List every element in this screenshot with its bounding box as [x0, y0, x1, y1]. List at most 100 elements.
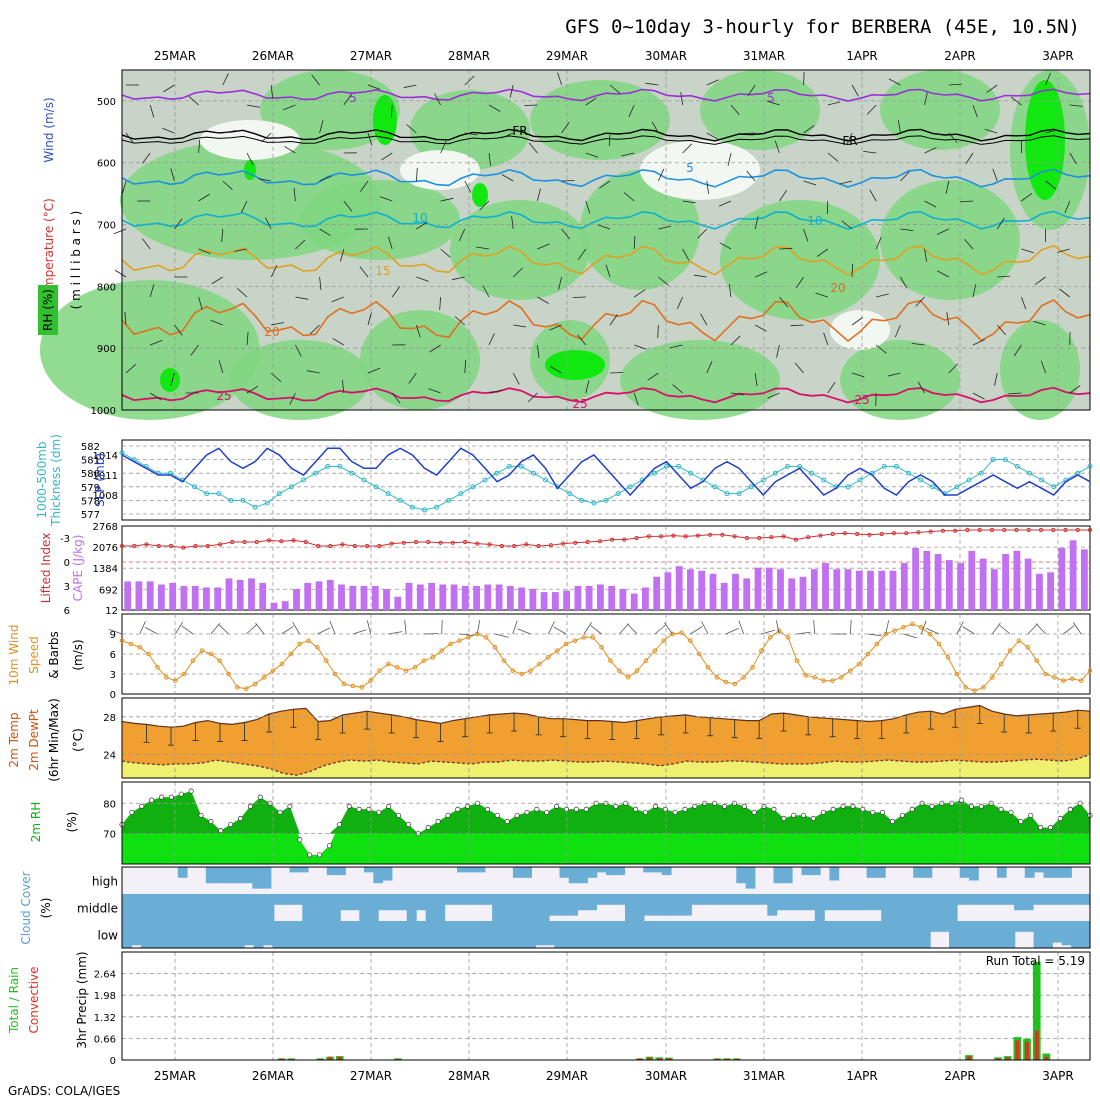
chart-title: GFS 0~10day 3-hourly for BERBERA (45E, 1…: [565, 16, 1080, 38]
cloud-low-cell: [375, 921, 386, 948]
cloud-high-cell: [661, 867, 672, 876]
wind-barb-10m: [281, 625, 294, 635]
wind-barb: [727, 152, 732, 166]
wind-speed-point: [901, 625, 906, 630]
cloud-label2: (%): [39, 898, 53, 919]
wind-barb: [319, 228, 331, 237]
cloud-mid-cell: [615, 894, 626, 905]
wind-barb: [113, 228, 127, 235]
cloud-high-cell: [969, 867, 979, 881]
rh-point: [840, 803, 846, 809]
wind-barb: [381, 152, 393, 161]
temp-labels: 2m Temp 2m DewPt (6hr Min/Max) (°C): [7, 698, 85, 782]
rh-moist-area: [260, 70, 400, 150]
cloud-mid-cell: [359, 894, 370, 921]
wind-speed-point: [732, 681, 738, 687]
cloud-level-label: high: [92, 875, 118, 889]
rh-point: [781, 815, 787, 821]
wind-barb-10m: [885, 620, 890, 635]
cloud-mid-cell: [805, 894, 816, 911]
li-label: Lifted Index: [39, 533, 53, 604]
wind-barb: [651, 121, 659, 134]
wind-barb: [149, 284, 155, 298]
wind-barb: [700, 313, 708, 326]
li-point: [340, 542, 345, 547]
li-point: [205, 543, 210, 549]
cloud-mid-cell: [122, 894, 132, 921]
wind-barb-10m: [761, 629, 776, 635]
rh-point: [1057, 815, 1063, 821]
wind-barb: [222, 180, 233, 190]
cloud-high-cell: [466, 867, 477, 873]
rh-point: [396, 812, 402, 818]
cloud-low-cell: [432, 921, 442, 948]
cloud-high-cell: [782, 867, 793, 884]
wind-speed-point: [847, 668, 853, 673]
wind-barb: [174, 218, 183, 230]
cloud-low-cell: [216, 921, 226, 948]
cloud-mid-cell: [226, 894, 237, 921]
rh-point: [504, 818, 510, 825]
cloud-low-cell: [695, 921, 706, 948]
wind-barb: [948, 363, 959, 374]
wind-barb: [779, 247, 793, 250]
cloud-low-cell: [714, 921, 724, 948]
wind-barb: [342, 380, 345, 394]
cloud-mid-cell: [606, 894, 616, 905]
wind-barb: [682, 143, 693, 154]
cape-bar: [394, 596, 402, 610]
li-point: [561, 541, 566, 546]
thickness-point: [676, 463, 682, 469]
wind-barb: [1045, 129, 1059, 134]
wind-barb: [1069, 385, 1081, 394]
wind-barb-10m: [292, 621, 300, 635]
wind-barb: [875, 392, 877, 407]
cloud-mid-cell: [862, 894, 873, 911]
cape-bar: [990, 569, 998, 610]
li-point: [132, 543, 137, 549]
li-tick-label: 3: [64, 582, 70, 593]
li-point: [499, 543, 504, 549]
cloud-mid-cell: [947, 894, 958, 921]
cloud-mid-cell: [966, 894, 977, 905]
rh-point: [356, 806, 362, 812]
cloud-low-cell: [902, 921, 912, 948]
wind-barb: [406, 124, 417, 134]
wind-barb: [924, 200, 937, 208]
wind-speed-point: [936, 641, 942, 647]
cape-bar: [191, 586, 199, 610]
wind-barb: [439, 296, 441, 311]
li-line: [122, 529, 1090, 549]
cloud-mid-cell: [757, 894, 768, 905]
rh-moist-area: [620, 340, 780, 420]
li-point: [168, 543, 174, 549]
cloud-mid-cell: [653, 894, 664, 916]
wind-barb: [367, 367, 381, 374]
contour-label: 10: [412, 211, 427, 225]
wind-barb: [774, 140, 780, 154]
cloud-low-cell: [563, 921, 574, 948]
rh-point: [909, 806, 915, 812]
wind-barb: [1010, 96, 1022, 106]
wind-speed-point: [1034, 658, 1040, 663]
wind-barb-10m: [926, 627, 940, 635]
thickness-point: [349, 470, 355, 476]
li-point: [119, 543, 125, 549]
cloud-low-cell: [197, 921, 208, 948]
li-point: [217, 542, 223, 547]
cloud-low-cell: [657, 921, 668, 948]
wind-barb: [476, 246, 490, 250]
cloud-mid-cell: [577, 894, 588, 911]
cloud-mid-cell: [188, 894, 199, 921]
wind-barb: [754, 216, 759, 230]
rh-legend-swatch: [38, 285, 58, 335]
wind-barb: [875, 236, 882, 250]
cloud-mid-cell: [520, 894, 531, 921]
cloud-low-cell: [131, 921, 142, 946]
wind-barb-10m: [590, 625, 602, 635]
thickness-point: [446, 497, 452, 503]
wind-barb: [794, 362, 804, 374]
cloud-mid-cell: [444, 894, 455, 905]
cloud-mid-cell: [710, 894, 721, 905]
